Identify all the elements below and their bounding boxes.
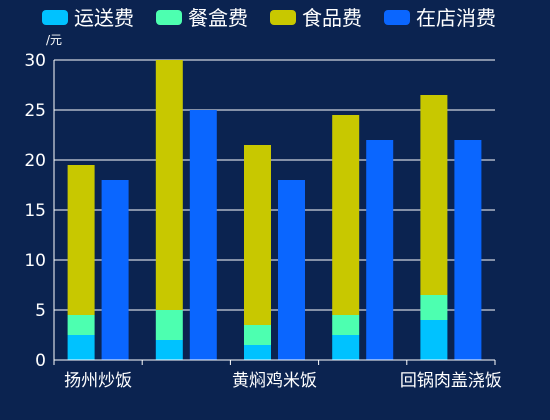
bar-segment-运送费-3[interactable] [332,335,360,360]
bar-在店消费-1[interactable] [189,110,217,360]
bar-segment-食品费-3[interactable] [332,115,360,315]
bar-segment-餐盒费-1[interactable] [155,310,183,340]
bar-segment-食品费-4[interactable] [420,95,448,295]
bar-在店消费-0[interactable] [101,180,129,360]
y-tick-label: 15 [24,201,46,221]
y-tick-label: 5 [35,301,46,321]
legend: 运送费 餐盒费 食品费 在店消费 [42,6,496,30]
bars [67,60,482,360]
bar-segment-运送费-4[interactable] [420,320,448,360]
bar-segment-餐盒费-0[interactable] [67,315,95,335]
legend-swatch-食品费[interactable] [270,10,296,25]
x-tick-label: 回锅肉盖浇饭 [400,371,502,391]
bar-segment-餐盒费-4[interactable] [420,295,448,320]
legend-swatch-运送费[interactable] [42,10,68,25]
x-tick-label: 扬州炒饭 [64,371,132,391]
bar-在店消费-4[interactable] [454,140,482,360]
y-tick-label: 20 [24,151,46,171]
bar-segment-运送费-1[interactable] [155,340,183,360]
bar-在店消费-2[interactable] [278,180,305,360]
y-tick-label: 25 [24,101,46,121]
y-tick-label: 30 [24,51,46,71]
legend-swatch-在店消费[interactable] [384,10,410,25]
bar-segment-餐盒费-3[interactable] [332,315,360,335]
y-tick-label: 10 [24,251,46,271]
y-tick-label: 0 [35,351,46,371]
bar-在店消费-3[interactable] [366,140,394,360]
bar-segment-运送费-0[interactable] [67,335,95,360]
y-axis-unit-label: /元 [46,33,62,47]
legend-label[interactable]: 食品费 [302,6,362,30]
legend-label[interactable]: 运送费 [74,6,134,30]
bar-segment-餐盒费-2[interactable] [244,325,271,345]
bar-segment-食品费-1[interactable] [155,60,183,310]
bar-segment-食品费-2[interactable] [244,145,271,325]
legend-label[interactable]: 餐盒费 [188,6,248,30]
legend-label[interactable]: 在店消费 [416,6,496,30]
legend-swatch-餐盒费[interactable] [156,10,182,25]
bar-segment-食品费-0[interactable] [67,165,95,315]
axes [53,60,496,365]
x-tick-label: 黄焖鸡米饭 [232,371,317,391]
bar-segment-运送费-2[interactable] [244,345,271,360]
